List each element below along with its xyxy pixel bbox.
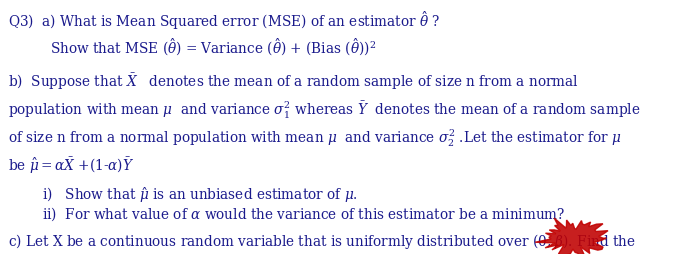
Text: Q3)  a) What is Mean Squared error (MSE) of an estimator $\hat{\theta}$ ?: Q3) a) What is Mean Squared error (MSE) … [8, 10, 441, 32]
Text: Show that MSE $(\hat{\theta})$ = Variance $(\hat{\theta})$ + (Bias $(\hat{\theta: Show that MSE $(\hat{\theta})$ = Varianc… [50, 36, 376, 57]
Text: be $\hat{\mu}=\alpha\bar{X}$ +(1-$\alpha)\bar{Y}$: be $\hat{\mu}=\alpha\bar{X}$ +(1-$\alpha… [8, 155, 135, 175]
Text: of size n from a normal population with mean $\mu$  and variance $\sigma_2^2$ .L: of size n from a normal population with … [8, 127, 622, 148]
Polygon shape [535, 218, 608, 254]
Text: c) Let X be a continuous random variable that is uniformly distributed over (0, : c) Let X be a continuous random variable… [8, 231, 636, 250]
Text: population with mean $\mu$  and variance $\sigma_1^2$ whereas $\bar{Y}$  denotes: population with mean $\mu$ and variance … [8, 99, 641, 120]
Text: i)   Show that $\hat{\mu}$ is an unbiased estimator of $\mu$.: i) Show that $\hat{\mu}$ is an unbiased … [42, 184, 358, 204]
Text: b)  Suppose that $\bar{X}$   denotes the mean of a random sample of size n from : b) Suppose that $\bar{X}$ denotes the me… [8, 71, 580, 91]
Text: ii)  For what value of $\alpha$ would the variance of this estimator be a minimu: ii) For what value of $\alpha$ would the… [42, 204, 565, 222]
